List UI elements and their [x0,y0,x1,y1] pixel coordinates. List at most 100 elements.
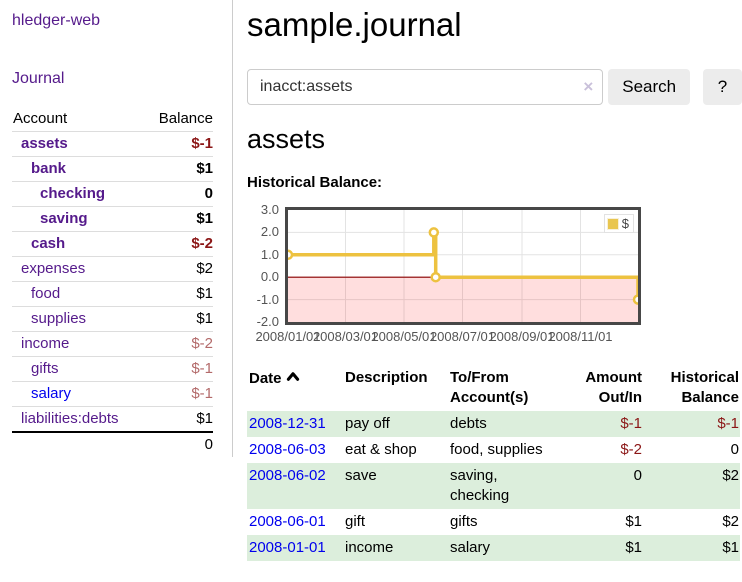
account-link-checking[interactable]: checking [40,185,106,202]
account-link-supplies[interactable]: supplies [31,310,87,327]
transaction-date-link[interactable]: 2008-01-01 [249,539,326,556]
y-axis-tick: 0.0 [260,269,279,284]
account-row: checking 0 [12,181,213,207]
negative-region [288,277,638,322]
account-column-header: Account [13,110,68,127]
account-row: cash $-2 [12,231,213,257]
chart-legend: $ [603,214,634,233]
y-axis-tick: -1.0 [256,292,279,307]
transaction-date-link[interactable]: 2008-06-03 [249,441,326,458]
account-row: expenses $2 [12,256,213,282]
transaction-row: 2008-06-01 gift gifts $1 $2 [247,509,740,535]
account-link-salary[interactable]: salary [31,385,72,402]
transaction-balance: 0 [730,441,739,458]
transaction-accounts: food, supplies [450,441,543,458]
search-button[interactable]: Search [608,69,691,105]
transaction-amount: $-1 [620,415,642,432]
account-balance: 0 [204,185,213,202]
transactions-table-header: Date Description To/From Account(s) Amou… [247,365,740,411]
app-brand-link[interactable]: hledger-web [12,12,101,29]
account-link-cash[interactable]: cash [31,235,66,252]
sidebar: hledger-web Journal Account Balance asse… [0,0,233,457]
sort-ascending-icon [286,368,300,388]
y-axis-tick: 1.0 [260,247,279,262]
balance-column-header: Balance [158,110,213,127]
account-link-expenses[interactable]: expenses [21,260,86,277]
date-column-header[interactable]: Date [247,365,343,411]
chart-plot-area: $ [285,207,641,325]
sidebar-item-journal[interactable]: Journal [12,70,65,87]
main-content: sample.journal × Search ? assets Histori… [247,0,742,561]
transaction-row: 2008-06-03 eat & shop food, supplies $-2… [247,437,740,463]
search-input-wrap: × [247,69,604,105]
transaction-description: gift [345,513,366,530]
account-balance: $1 [196,160,213,177]
account-link-gifts[interactable]: gifts [31,360,59,377]
account-row: bank $1 [12,156,213,182]
transaction-row: 2008-01-01 income salary $1 $1 [247,535,740,561]
transaction-amount: 0 [633,467,642,484]
transaction-date-link[interactable]: 2008-06-02 [249,467,326,484]
account-row: income $-2 [12,331,213,357]
transaction-amount: $1 [625,539,642,556]
transaction-accounts: gifts [450,513,478,530]
account-balance: $1 [196,310,213,327]
x-axis-tick: 2008/07/01 [429,329,496,344]
historical-balance-chart: 3.0 2.0 1.0 0.0 -1.0 -2.0 [247,202,727,348]
account-balance: $-1 [191,360,213,377]
account-row: liabilities:debts $1 [12,406,213,433]
x-axis-tick: 2008/01/01 [255,329,321,344]
account-link-income[interactable]: income [21,335,70,352]
account-balance: $1 [196,410,213,427]
transaction-balance: $2 [722,513,739,530]
x-axis-tick: 2008/05/01 [371,329,437,344]
search-form: × Search ? [247,69,742,105]
transaction-description: save [345,467,377,484]
chart-title: Historical Balance: [247,174,383,191]
legend-swatch-icon [606,217,619,230]
amount-column-header: Amount Out/In [585,369,642,406]
account-balance: $1 [196,285,213,302]
y-axis-tick: 3.0 [260,202,279,217]
chart-canvas [288,210,638,322]
y-axis-tick: -2.0 [256,314,279,329]
x-axis-tick: 2008/11/01 [548,329,613,344]
account-link-food[interactable]: food [31,285,61,302]
x-axis-tick: 2008/09/01 [489,329,555,344]
clear-search-icon[interactable]: × [583,77,594,96]
account-row: supplies $1 [12,306,213,332]
account-link-bank[interactable]: bank [31,160,67,177]
account-balance: $-2 [191,335,213,352]
legend-label: $ [621,216,629,231]
transaction-accounts: saving, checking [450,467,510,504]
search-input[interactable] [247,69,604,105]
transaction-accounts: debts [450,415,487,432]
transaction-row: 2008-12-31 pay off debts $-1 $-1 [247,411,740,437]
account-row: gifts $-1 [12,356,213,382]
account-balance: $2 [196,260,213,277]
transaction-balance: $2 [722,467,739,484]
accounts-total-row: 0 [12,432,213,457]
account-page-title: assets [247,124,326,154]
account-link-liabilities-debts[interactable]: liabilities:debts [21,410,119,427]
transaction-date-link[interactable]: 2008-06-01 [249,513,326,530]
account-link-assets[interactable]: assets [21,135,68,152]
accounts-table: Account Balance assets $-1 bank $1 check… [12,107,213,457]
account-link-saving[interactable]: saving [40,210,88,227]
transaction-date-link[interactable]: 2008-12-31 [249,415,326,432]
transaction-balance: $-1 [717,415,739,432]
account-row: assets $-1 [12,131,213,157]
transaction-accounts: salary [450,539,491,556]
y-axis-tick: 2.0 [260,224,279,239]
transaction-description: eat & shop [345,441,417,458]
description-column-header: Description [345,369,428,386]
help-button[interactable]: ? [703,69,742,105]
data-point-markers [288,227,638,305]
balance-column-header: Historical Balance [670,369,739,406]
account-row: saving $1 [12,206,213,232]
account-balance: $-1 [191,135,213,152]
account-balance: $-2 [191,235,213,252]
transaction-balance: $1 [722,539,739,556]
transaction-amount: $-2 [620,441,642,458]
x-axis-tick: 2008/03/01 [312,329,379,344]
